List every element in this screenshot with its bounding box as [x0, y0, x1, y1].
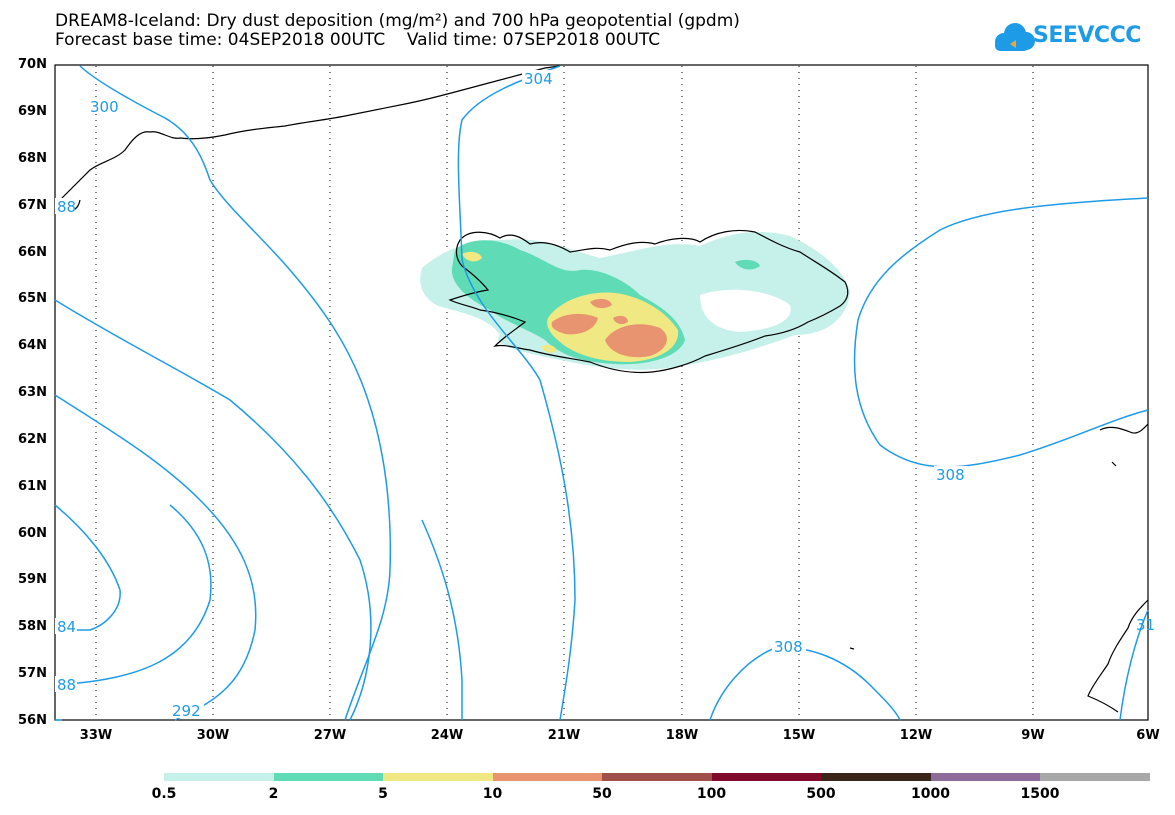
contour-left-1	[54, 299, 372, 721]
colorbar-segment	[711, 773, 822, 781]
faroe-islands	[1099, 423, 1149, 434]
lat-label: 58N	[18, 619, 47, 634]
lat-label: 66N	[18, 245, 47, 260]
dust-level-10	[551, 313, 598, 335]
map-frame	[54, 64, 1149, 721]
colorbar-label: 1000	[911, 786, 950, 802]
contour-left-2	[54, 394, 257, 721]
contour-left-3	[54, 504, 121, 631]
lat-label: 70N	[18, 57, 47, 72]
lat-label: 56N	[18, 713, 47, 728]
contour-label-284: 84	[57, 618, 76, 636]
map-title: DREAM8-Iceland: Dry dust deposition (mg/…	[55, 11, 740, 31]
contour-label-300: 300	[90, 98, 119, 116]
colorbar-label: 500	[806, 786, 836, 802]
contour-label-31: 31	[1136, 616, 1155, 634]
contour-label-308-lower: 308	[774, 638, 803, 656]
lon-label: 18W	[665, 728, 699, 743]
contour-center	[421, 519, 463, 720]
contour-304	[457, 65, 576, 721]
contour-label-308-upper: 308	[936, 466, 965, 484]
lat-label: 59N	[18, 572, 47, 587]
lat-label: 63N	[18, 385, 47, 400]
lon-label: 9W	[1021, 728, 1045, 743]
colorbar-segment	[273, 773, 384, 781]
coastlines	[59, 65, 1149, 713]
colorbar-label: 10	[482, 786, 503, 802]
contour-label-304: 304	[524, 70, 553, 88]
lon-label: 33W	[79, 728, 113, 743]
lon-label: 21W	[547, 728, 581, 743]
lat-label: 68N	[18, 151, 47, 166]
contour-308-lower	[709, 646, 901, 721]
colorbar-segment	[164, 773, 274, 781]
colorbar-label: 50	[592, 786, 612, 802]
colorbar-segment	[821, 773, 931, 781]
lon-gridlines	[95, 66, 1034, 719]
lon-label: 15W	[782, 728, 816, 743]
lon-label: 27W	[313, 728, 347, 743]
colorbar-segment	[1040, 773, 1150, 781]
lat-label: 61N	[18, 479, 47, 494]
logo-text: SEEVCCC	[1033, 23, 1141, 48]
lat-label: 64N	[18, 338, 47, 353]
colorbar-label: 100	[696, 786, 727, 802]
contour-label-288-bottom: 88	[57, 676, 76, 694]
cloud-icon	[995, 23, 1035, 51]
lat-label: 65N	[18, 291, 47, 306]
colorbar-label: 1500	[1020, 786, 1060, 802]
contour-left-4	[54, 504, 212, 686]
colorbar-segment	[602, 773, 712, 781]
colorbar-label: 2	[268, 786, 279, 802]
colorbar-segment	[383, 773, 493, 781]
lon-label: 30W	[196, 728, 230, 743]
contour-right-corner	[1119, 609, 1149, 721]
dust-deposition-field	[420, 231, 850, 370]
colorbar-segment	[492, 773, 603, 781]
colorbar-segment	[930, 773, 1041, 781]
contour-308-upper	[853, 197, 1149, 468]
lat-label: 67N	[18, 198, 47, 213]
lon-label: 24W	[430, 728, 464, 743]
greenland-coast	[59, 65, 561, 201]
lat-label: 69N	[18, 104, 47, 119]
contour-300	[79, 65, 392, 721]
map-subtitle: Forecast base time: 04SEP2018 00UTC Vali…	[55, 30, 661, 50]
contour-label-292: 292	[172, 702, 201, 720]
colorbar-label: 5	[378, 786, 388, 802]
geopotential-contours	[54, 65, 1149, 721]
contour-label-288-top: 88	[57, 198, 76, 216]
colorbar-label: 0.5	[151, 786, 177, 802]
lon-label: 6W	[1136, 728, 1160, 743]
lat-label: 62N	[18, 432, 47, 447]
lat-label: 57N	[18, 666, 47, 681]
iceland-coast	[448, 229, 849, 374]
lat-label: 60N	[18, 526, 47, 541]
scotland-coast	[1087, 599, 1149, 713]
lon-label: 12W	[899, 728, 933, 743]
